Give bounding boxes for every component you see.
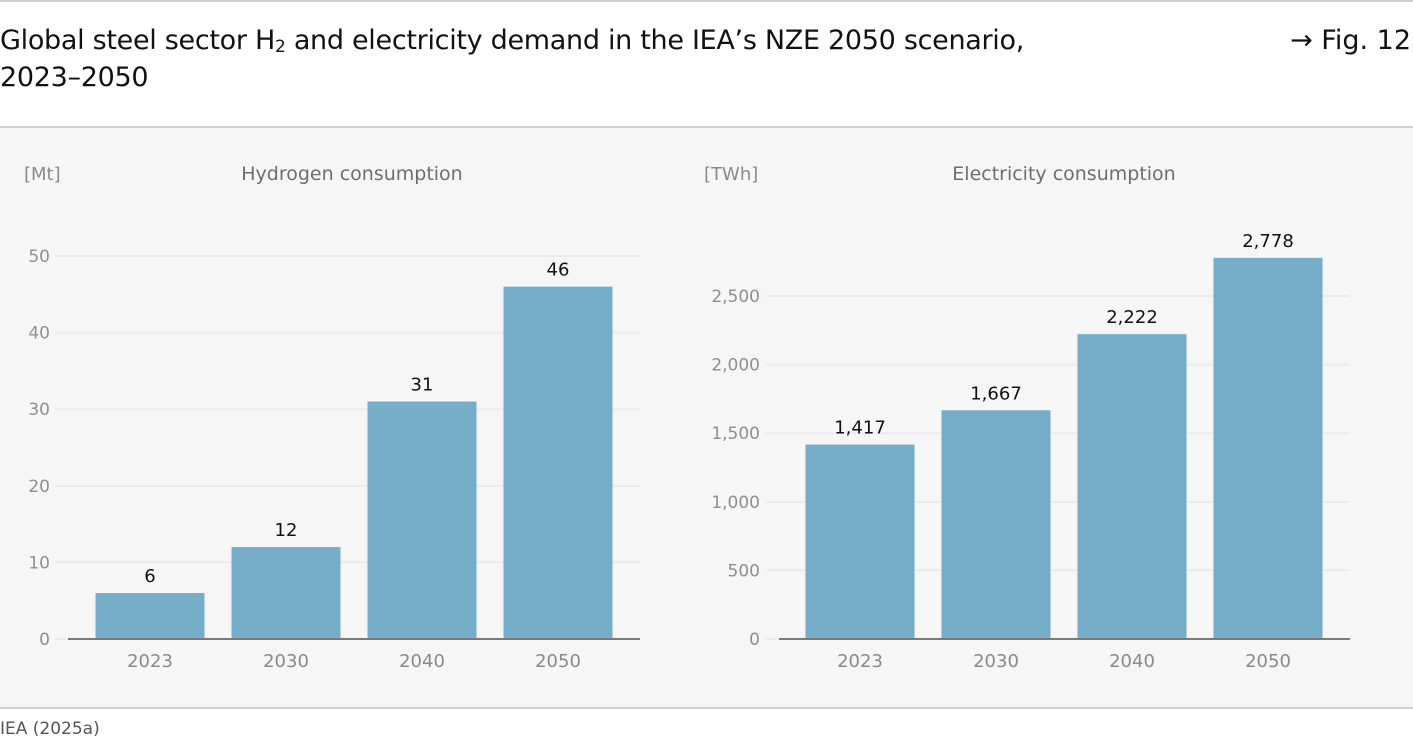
top-rule: [0, 0, 1413, 2]
y-tick-label: 10: [28, 553, 50, 573]
figure-title: Global steel sector H2 and electricity d…: [0, 22, 1180, 96]
chart-title: Hydrogen consumption: [241, 163, 462, 185]
bar-value-label: 46: [547, 260, 570, 281]
source-note: IEA (2025a): [0, 719, 100, 739]
x-tick-label: 2030: [263, 651, 309, 672]
x-tick-label: 2040: [399, 651, 445, 672]
y-tick-label: 0: [39, 630, 50, 650]
bar-value-label: 2,778: [1242, 231, 1294, 252]
electricity-chart: [TWh] Electricity consumption 0 500 1,000 1,5…: [704, 163, 1350, 672]
y-axis-unit-label: [TWh]: [704, 164, 758, 185]
bar-value-label: 1,667: [970, 383, 1022, 404]
bar-2040: [1077, 334, 1187, 639]
bar-2030: [231, 547, 341, 639]
title-text-part1: Global steel sector H: [0, 25, 275, 56]
bar-value-label: 6: [144, 566, 155, 587]
x-tick-label: 2050: [1245, 651, 1291, 672]
x-tick-label: 2030: [973, 651, 1019, 672]
bar-value-label: 12: [275, 520, 298, 541]
charts-svg: [Mt] Hydrogen consumption0102030405062023…: [24, 163, 1350, 672]
y-axis-unit-label: [Mt]: [24, 164, 61, 185]
title-text-part2: and electricity demand in the IEA’s NZE …: [285, 25, 1025, 56]
chart-title: Electricity consumption: [952, 163, 1175, 185]
bar-value-label: 1,417: [834, 418, 886, 439]
y-tick-label: 40: [28, 324, 50, 344]
bar-2050: [503, 286, 613, 639]
y-tick-label: 2,500: [711, 287, 760, 307]
y-tick-label: 50: [28, 247, 50, 267]
y-tick-label: 0: [749, 630, 760, 650]
y-tick-label: 500: [728, 561, 760, 581]
title-text-line2: 2023–2050: [0, 62, 149, 93]
y-tick-label: 20: [28, 477, 50, 497]
x-tick-label: 2023: [127, 651, 173, 672]
bar-2023: [805, 444, 915, 639]
y-tick-label: 1,000: [711, 493, 760, 513]
bar-2023: [95, 593, 205, 639]
y-tick-label: 2,000: [711, 356, 760, 376]
y-tick-label: 30: [28, 400, 50, 420]
title-subscript: 2: [275, 37, 286, 57]
y-tick-label: 1,500: [711, 424, 760, 444]
bar-2030: [941, 410, 1051, 639]
bar-value-label: 2,222: [1106, 307, 1158, 328]
bar-2040: [367, 401, 477, 639]
bar-2050: [1213, 257, 1323, 639]
hydrogen-chart: [Mt] Hydrogen consumption0102030405062023…: [24, 163, 640, 672]
x-tick-label: 2050: [535, 651, 581, 672]
bar-value-label: 31: [411, 375, 434, 396]
figure-reference: → Fig. 12: [1290, 25, 1411, 56]
chart-panel: [Mt] Hydrogen consumption 0 10 20 30 40 50 6 2023…: [0, 126, 1413, 709]
x-tick-label: 2023: [837, 651, 883, 672]
x-tick-label: 2040: [1109, 651, 1155, 672]
